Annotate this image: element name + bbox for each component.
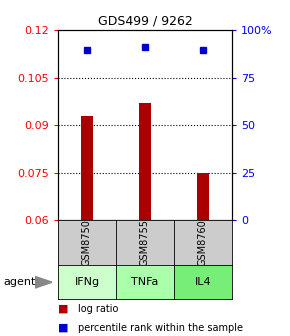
Bar — [197, 173, 209, 220]
Text: GSM8760: GSM8760 — [198, 219, 208, 266]
Text: log ratio: log ratio — [78, 304, 119, 314]
Text: ■: ■ — [58, 304, 68, 314]
Text: agent: agent — [3, 277, 35, 287]
Text: GSM8750: GSM8750 — [82, 219, 92, 266]
Title: GDS499 / 9262: GDS499 / 9262 — [98, 15, 192, 28]
Polygon shape — [35, 276, 52, 288]
Text: GSM8755: GSM8755 — [140, 219, 150, 266]
Text: IL4: IL4 — [195, 277, 211, 287]
Text: ■: ■ — [58, 323, 68, 333]
Text: IFNg: IFNg — [75, 277, 99, 287]
Text: TNFa: TNFa — [131, 277, 159, 287]
Bar — [81, 116, 93, 220]
Bar — [139, 103, 151, 220]
Text: percentile rank within the sample: percentile rank within the sample — [78, 323, 243, 333]
